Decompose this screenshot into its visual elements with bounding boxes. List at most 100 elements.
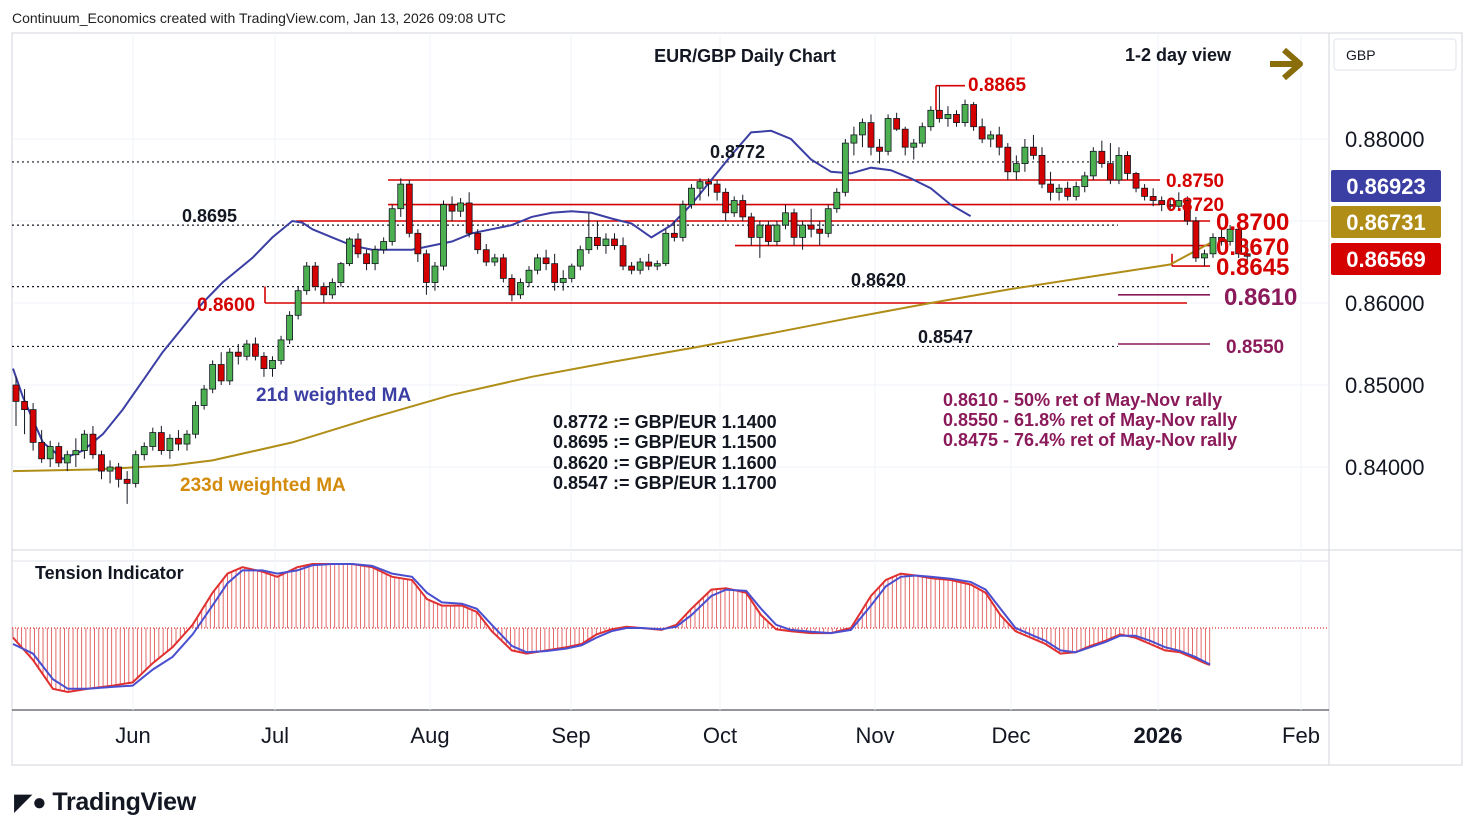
ma233-line [12,242,1211,473]
candle-body [72,450,80,456]
candle-body [422,253,430,283]
candle-body [619,245,627,267]
candle-body [1004,146,1012,173]
candle-body [679,204,687,238]
candle [756,221,764,258]
tradingview-logo: ◤● TradingView [14,788,196,816]
candle [1243,241,1251,262]
candle-body [1243,253,1251,257]
candle [63,450,71,472]
candle-body [363,253,370,265]
candle-body [747,216,755,238]
candle-body [901,128,909,148]
candle [491,253,499,267]
candle-body [251,343,259,357]
retracement-notes: 0.8610 - 50% ret of May-Nov rally 0.8550… [943,390,1237,450]
reference-label-8695: 0.8695 [182,206,237,226]
candle [901,126,909,156]
candle [978,118,986,144]
candle [918,122,926,148]
candle [243,339,251,361]
candle [619,237,627,271]
resistance-label-8865: 0.8865 [968,75,1027,96]
candle [106,460,114,484]
candle [816,221,824,246]
candle [1081,171,1089,193]
candle [517,278,524,299]
candle-body [491,257,499,263]
candle [970,102,977,131]
candle-body [1055,187,1063,193]
price-tag-label: 0.86569 [1346,247,1426,272]
tension-slow-line [12,563,1211,690]
candle-body [799,224,806,238]
candle [636,257,644,275]
candle-body [602,238,610,246]
conversion-note: 0.8547 := GBP/EUR 1.1700 [553,473,777,493]
candle [927,106,935,131]
candle-body [653,263,661,267]
candle [440,200,447,271]
candle [1047,171,1054,201]
candle-body [568,265,576,279]
candle-body [936,109,943,119]
retracement-note: 0.8610 - 50% ret of May-Nov rally [943,390,1222,410]
candle-body [585,236,593,251]
candle-body [260,355,268,369]
candle [1192,216,1200,262]
candle [961,99,969,127]
candle [893,112,901,131]
candle [653,260,661,271]
candle-body [277,339,285,361]
candle-body [328,282,336,296]
candle-body [534,257,541,271]
candle-body [859,122,866,136]
candle-body [696,181,704,189]
candle-body [636,261,644,271]
candle-body [1183,200,1191,222]
candle [1149,188,1157,207]
candle [790,208,798,246]
candle-body [440,204,447,267]
candle-body [944,114,952,119]
support-label-8645: 0.8645 [1216,254,1289,281]
candle [380,237,388,254]
candle-body [200,388,208,406]
candle-body [542,257,550,265]
retracement-note: 0.8550 - 61.8% ret of May-Nov rally [943,410,1237,430]
candle-body [978,126,986,140]
candle-body [1021,146,1029,164]
candle-body [98,454,105,472]
candle [38,430,46,463]
candle-body [730,200,738,214]
candle [1124,151,1131,180]
candle [72,438,80,467]
candle-body [876,146,883,152]
candle-body [1081,175,1089,187]
currency-box[interactable] [1333,38,1457,71]
candle-body [1115,154,1123,181]
candle-body [559,277,567,283]
candle-body [132,454,140,484]
candle [183,430,191,451]
candle-body [55,446,63,464]
candle [850,126,858,156]
candle [799,221,806,250]
support-label-8670: 0.8670 [1216,234,1289,261]
candle [192,401,199,439]
candle-body [927,109,935,128]
candle [55,442,63,467]
candle [559,270,567,291]
candle-body [46,446,54,460]
candle-body [380,241,388,251]
candle [645,253,653,271]
candle [132,450,140,488]
support-label-8600: 0.8600 [197,295,255,316]
price-tick-label: 0.84000 [1345,455,1425,480]
candle-body [1166,204,1174,207]
retracement-lines [1118,293,1210,345]
candle-body [1089,150,1097,177]
candle-body [346,238,353,265]
candle [1072,181,1080,201]
